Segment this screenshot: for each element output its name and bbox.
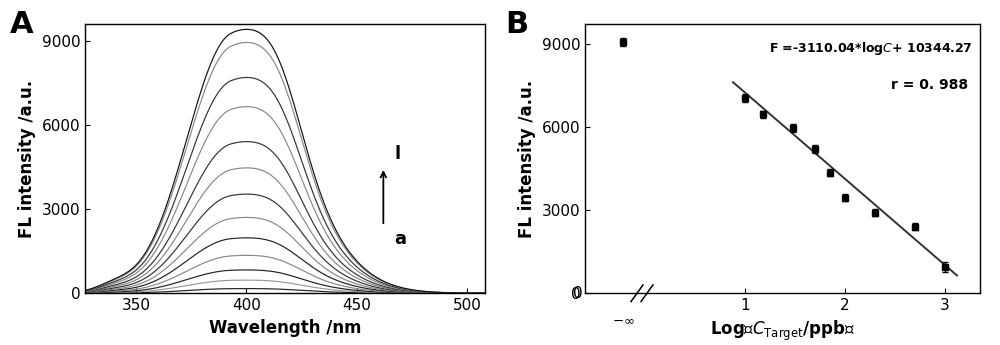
Y-axis label: FL intensity /a.u.: FL intensity /a.u. xyxy=(518,80,536,238)
X-axis label: Wavelength /nm: Wavelength /nm xyxy=(209,319,361,337)
Text: r = 0. 988: r = 0. 988 xyxy=(891,78,968,92)
Text: B: B xyxy=(505,10,528,39)
X-axis label: Log（$\mathit{C}_{\rm Target}$/ppb）: Log（$\mathit{C}_{\rm Target}$/ppb） xyxy=(710,319,855,343)
Text: F =-3110.04*log$\mathit{C}$+ 10344.27: F =-3110.04*log$\mathit{C}$+ 10344.27 xyxy=(769,40,972,57)
Text: 0: 0 xyxy=(573,286,583,301)
Text: A: A xyxy=(10,10,34,39)
Y-axis label: FL intensity /a.u.: FL intensity /a.u. xyxy=(18,80,36,238)
Text: a: a xyxy=(394,230,406,248)
Text: $-\infty$: $-\infty$ xyxy=(612,314,634,327)
Text: l: l xyxy=(394,145,401,163)
